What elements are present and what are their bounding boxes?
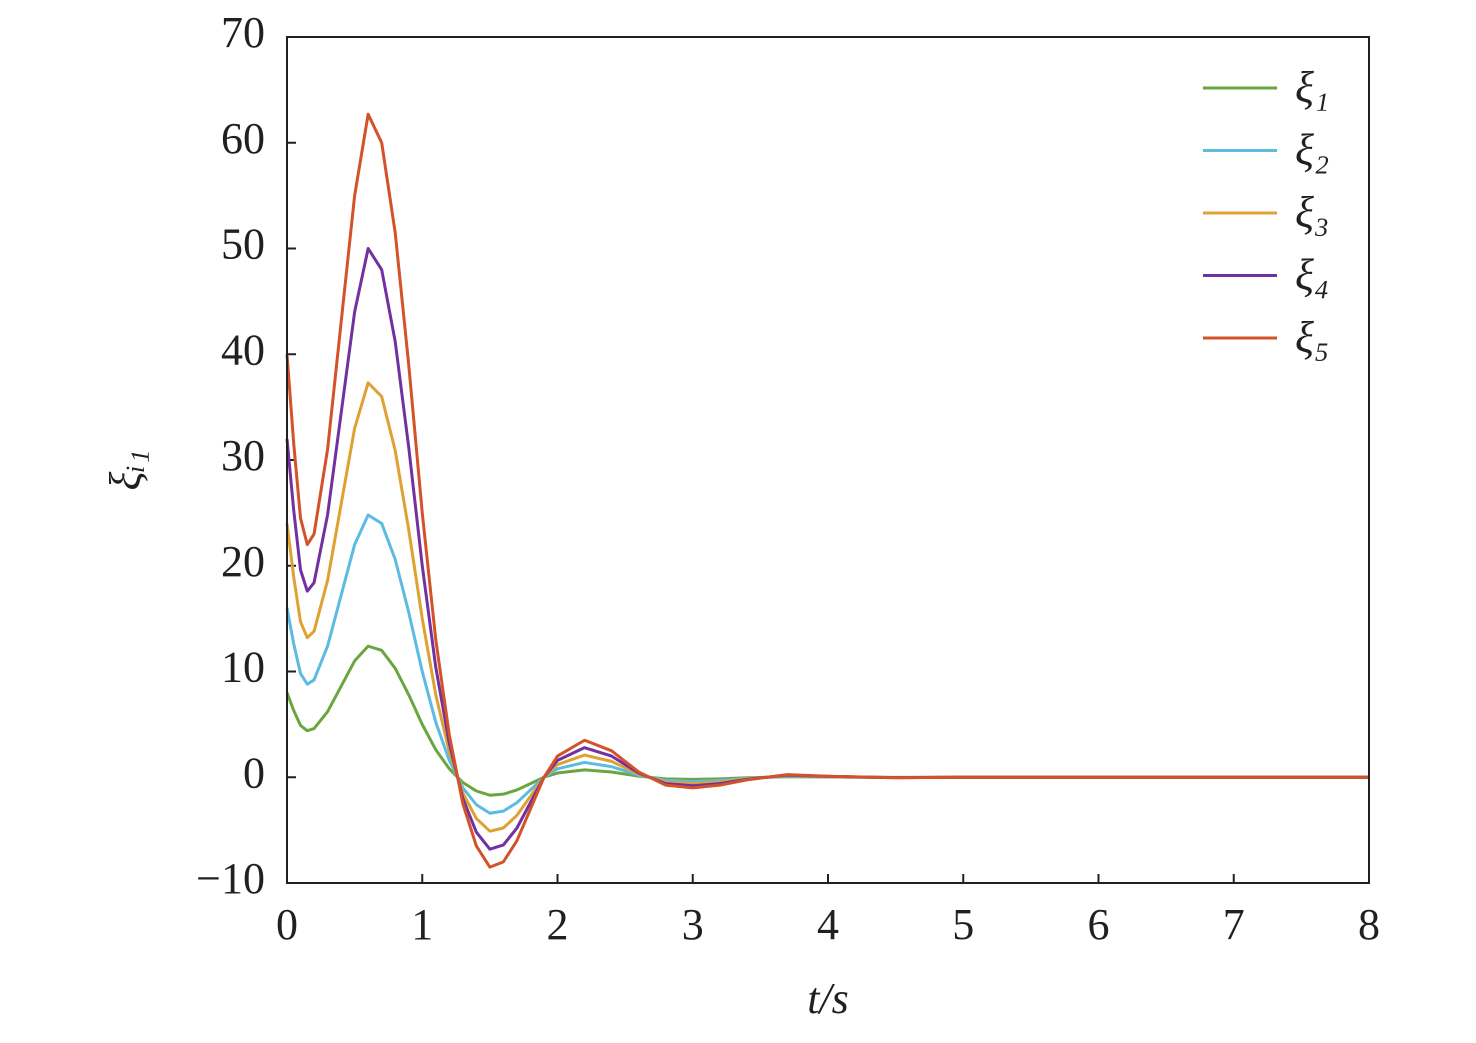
y-tick-label: 60: [221, 114, 265, 163]
y-tick-label: 10: [221, 643, 265, 692]
x-tick-label: 6: [1088, 900, 1110, 949]
plot-frame: [286, 36, 1370, 884]
y-tick-label: 70: [221, 8, 265, 57]
legend-label: ξ₁: [1295, 63, 1329, 112]
x-tick-label: 7: [1223, 900, 1245, 949]
legend-label: ξ₂: [1295, 126, 1329, 175]
legend-label: ξ₅: [1295, 313, 1329, 362]
x-tick-label: 3: [682, 900, 704, 949]
legend-label: ξ₃: [1295, 188, 1329, 237]
x-axis-label: t/s: [807, 974, 849, 1023]
series-line: [285, 644, 1369, 797]
y-axis-label: ξᵢ₁: [101, 449, 150, 490]
x-tick-label: 8: [1358, 900, 1380, 949]
x-tick-label: 4: [817, 900, 839, 949]
x-tick-label: 1: [411, 900, 433, 949]
series-line: [285, 112, 1369, 869]
y-tick-label: 30: [221, 431, 265, 480]
y-tick-label: 20: [221, 537, 265, 586]
x-tick-label: 2: [547, 900, 569, 949]
series-line: [285, 381, 1369, 833]
y-tick-label: 50: [221, 220, 265, 269]
x-tick-label: 5: [952, 900, 974, 949]
x-tick-label: 0: [276, 900, 298, 949]
legend-label: ξ₄: [1295, 251, 1329, 300]
y-tick-label: 0: [243, 748, 265, 797]
y-tick-label: −10: [196, 854, 265, 903]
y-tick-label: 40: [221, 325, 265, 374]
